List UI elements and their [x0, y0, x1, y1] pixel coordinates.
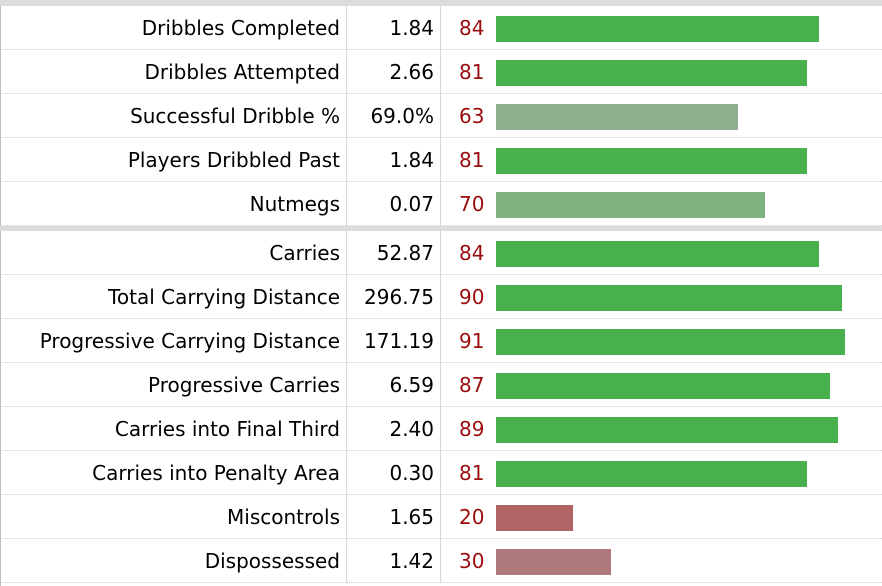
percentile-value: 81: [459, 60, 485, 84]
stat-label: Carries into Penalty Area: [92, 461, 340, 485]
percentile-bar: [496, 192, 765, 218]
stat-row: Carries into Penalty Area 0.30 81: [0, 451, 882, 495]
row-divider: [0, 225, 882, 226]
stat-label: Miscontrols: [227, 505, 340, 529]
row-divider: [0, 582, 882, 583]
percentile-bar: [496, 549, 611, 575]
stat-label: Total Carrying Distance: [108, 285, 340, 309]
column-divider-stat: [346, 6, 347, 226]
percentile-bar: [496, 417, 838, 443]
stat-row: Dribbles Attempted 2.66 81: [0, 50, 882, 94]
stat-row: Carries 52.87 84: [0, 231, 882, 275]
row-divider: [0, 406, 882, 407]
percentile-value: 91: [459, 329, 485, 353]
percentile-value: 89: [459, 417, 485, 441]
stat-value: 2.66: [389, 60, 434, 84]
percentile-value: 84: [459, 16, 485, 40]
group-separator: [0, 226, 882, 231]
percentile-value: 30: [459, 549, 485, 573]
row-divider: [0, 494, 882, 495]
stat-label: Progressive Carrying Distance: [39, 329, 340, 353]
row-divider: [0, 362, 882, 363]
percentile-bar: [496, 505, 573, 531]
row-divider: [0, 93, 882, 94]
percentile-bar: [496, 60, 807, 86]
percentile-value: 90: [459, 285, 485, 309]
percentile-value: 70: [459, 192, 485, 216]
column-divider-value: [440, 6, 441, 226]
stat-label: Dispossessed: [204, 549, 340, 573]
stat-row: Progressive Carrying Distance 171.19 91: [0, 319, 882, 363]
stat-value: 171.19: [364, 329, 434, 353]
stat-value: 1.42: [389, 549, 434, 573]
percentile-bar: [496, 285, 842, 311]
row-divider: [0, 137, 882, 138]
stat-value: 1.84: [389, 16, 434, 40]
top-band: [0, 0, 882, 6]
percentile-value: 81: [459, 461, 485, 485]
stat-row: Progressive Carries 6.59 87: [0, 363, 882, 407]
stat-value: 0.07: [389, 192, 434, 216]
row-divider: [0, 318, 882, 319]
stat-value: 0.30: [389, 461, 434, 485]
row-divider: [0, 450, 882, 451]
percentile-value: 84: [459, 241, 485, 265]
stat-label: Players Dribbled Past: [127, 148, 340, 172]
column-divider-stat: [346, 231, 347, 583]
stat-label: Nutmegs: [249, 192, 340, 216]
stat-row: Miscontrols 1.65 20: [0, 495, 882, 539]
percentile-value: 87: [459, 373, 485, 397]
stat-value: 1.65: [389, 505, 434, 529]
stat-label: Successful Dribble %: [130, 104, 340, 128]
percentile-bar: [496, 104, 738, 130]
stat-row: Dribbles Completed 1.84 84: [0, 6, 882, 50]
row-divider: [0, 49, 882, 50]
stat-value: 69.0%: [370, 104, 434, 128]
stat-row: Successful Dribble % 69.0% 63: [0, 94, 882, 138]
percentile-bar: [496, 16, 819, 42]
row-divider: [0, 274, 882, 275]
stat-row: Nutmegs 0.07 70: [0, 182, 882, 226]
percentile-bar: [496, 373, 830, 399]
stat-row: Players Dribbled Past 1.84 81: [0, 138, 882, 182]
stat-value: 296.75: [364, 285, 434, 309]
percentile-value: 20: [459, 505, 485, 529]
percentile-bar: [496, 329, 845, 355]
percentile-bar: [496, 241, 819, 267]
percentile-bar: [496, 461, 807, 487]
stat-value: 2.40: [389, 417, 434, 441]
percentile-bar: [496, 148, 807, 174]
stat-label: Carries: [269, 241, 340, 265]
percentile-value: 81: [459, 148, 485, 172]
stat-row: Total Carrying Distance 296.75 90: [0, 275, 882, 319]
column-divider-value: [440, 231, 441, 583]
stat-value: 52.87: [376, 241, 434, 265]
stat-row: Carries into Final Third 2.40 89: [0, 407, 882, 451]
row-divider: [0, 181, 882, 182]
stat-label: Dribbles Completed: [141, 16, 340, 40]
percentile-value: 63: [459, 104, 485, 128]
stat-label: Carries into Final Third: [114, 417, 340, 441]
stat-label: Dribbles Attempted: [144, 60, 340, 84]
stat-value: 6.59: [389, 373, 434, 397]
row-divider: [0, 538, 882, 539]
stat-label: Progressive Carries: [147, 373, 340, 397]
stat-row: Dispossessed 1.42 30: [0, 539, 882, 583]
stat-value: 1.84: [389, 148, 434, 172]
left-border: [0, 6, 1, 586]
